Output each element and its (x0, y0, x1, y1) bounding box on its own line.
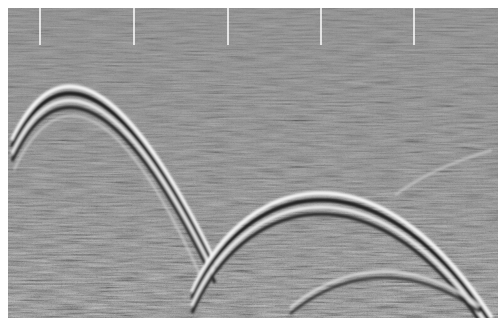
scan-area (8, 8, 498, 318)
hyperbola-left (10, 84, 217, 284)
trace-markers (39, 8, 415, 45)
hyperbola-right (190, 148, 494, 318)
depth-fade (8, 8, 498, 318)
